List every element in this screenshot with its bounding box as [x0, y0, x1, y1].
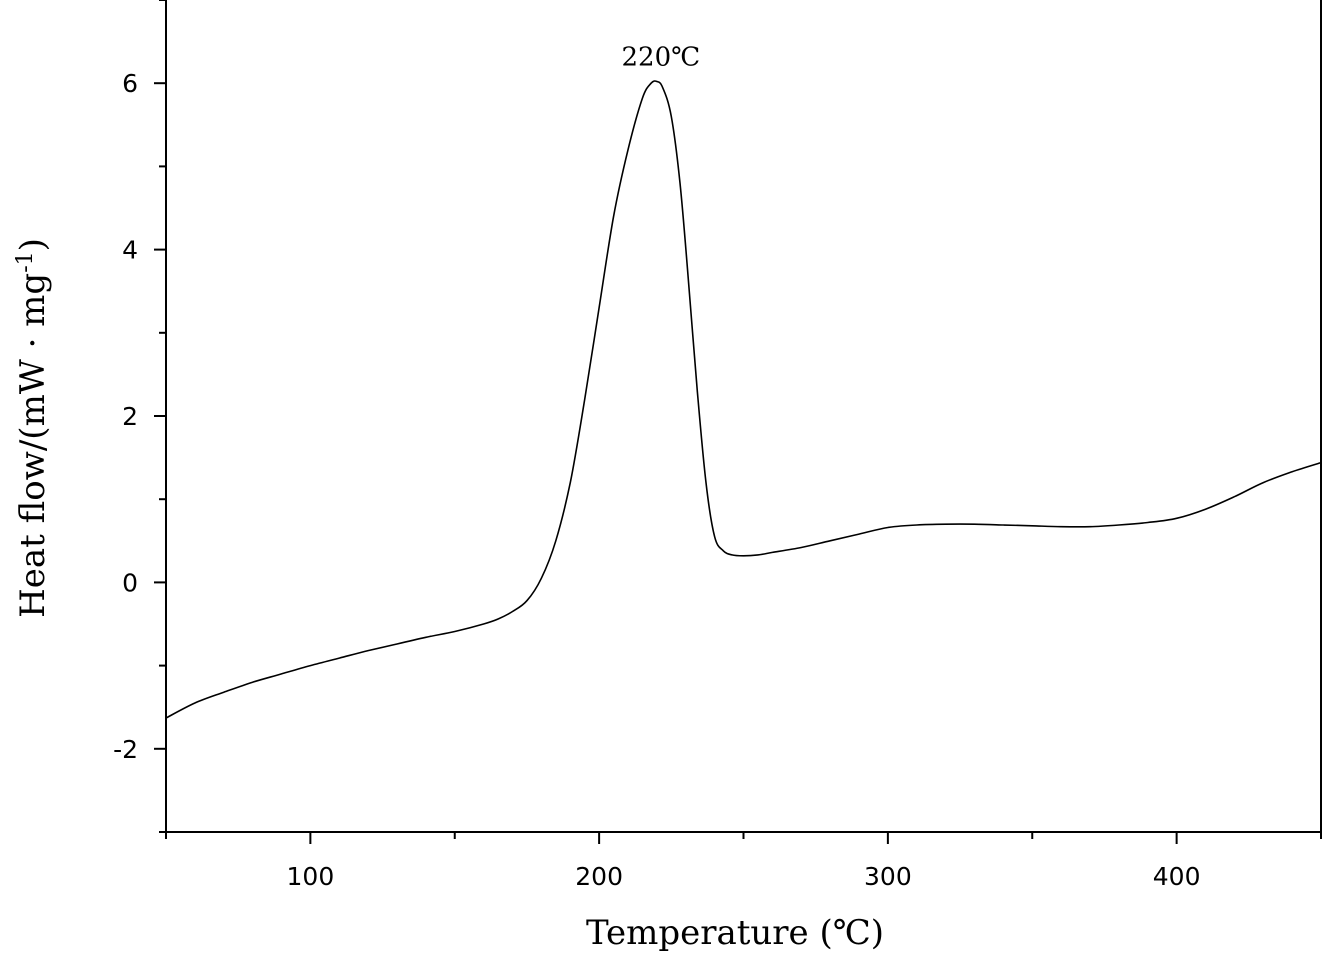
x-ticks: 100 200 300 400 [165, 832, 1322, 891]
x-tick-label: 100 [287, 862, 335, 891]
x-tick-label: 200 [575, 862, 623, 891]
y-tick-label: 4 [122, 236, 138, 265]
y-axis-title-main: Heat flow/(mW · mg [13, 273, 53, 618]
x-tick-label: 300 [864, 862, 912, 891]
peak-annotation: 220℃ [622, 43, 701, 73]
y-axis-title: Heat flow/(mW · mg-1) [13, 238, 53, 618]
y-tick-label: 2 [122, 402, 138, 431]
y-ticks: -2 0 2 4 6 [113, 0, 166, 833]
plot-frame [165, 0, 1322, 833]
y-axis-title-close: ) [13, 238, 53, 251]
y-tick-label: 0 [122, 568, 138, 597]
x-tick-label: 400 [1153, 862, 1201, 891]
y-tick-label: -2 [113, 735, 138, 764]
heat-flow-series-line [165, 80, 1322, 719]
y-tick-label: 6 [122, 69, 138, 98]
y-axis-title-superscript: -1 [13, 251, 38, 272]
x-axis-title: Temperature (℃) [586, 913, 884, 953]
